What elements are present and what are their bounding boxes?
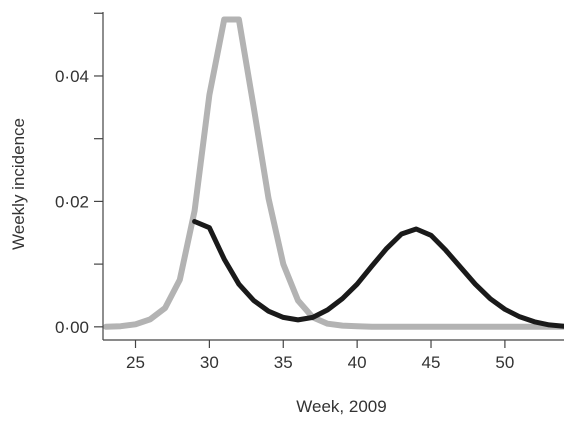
x-tick-label: 35 xyxy=(274,353,293,372)
x-tick-label: 30 xyxy=(200,353,219,372)
x-tick-label: 45 xyxy=(422,353,441,372)
x-tick-label: 50 xyxy=(495,353,514,372)
series-line-black xyxy=(192,219,564,329)
axes xyxy=(94,12,564,348)
plot-area xyxy=(103,16,564,330)
y-tick-label: 0·04 xyxy=(55,67,89,86)
x-tick-label: 40 xyxy=(348,353,367,372)
y-tick-label: 0·02 xyxy=(55,192,89,211)
tick-labels: 0·00 0·02 0·04 25 30 35 40 45 50 xyxy=(55,67,514,372)
x-tick-label: 25 xyxy=(126,353,145,372)
y-axis-title: Weekly incidence xyxy=(9,118,28,250)
series-line-grey xyxy=(103,16,564,330)
x-axis-title: Week, 2009 xyxy=(296,397,386,416)
y-tick-label: 0·00 xyxy=(55,318,89,337)
